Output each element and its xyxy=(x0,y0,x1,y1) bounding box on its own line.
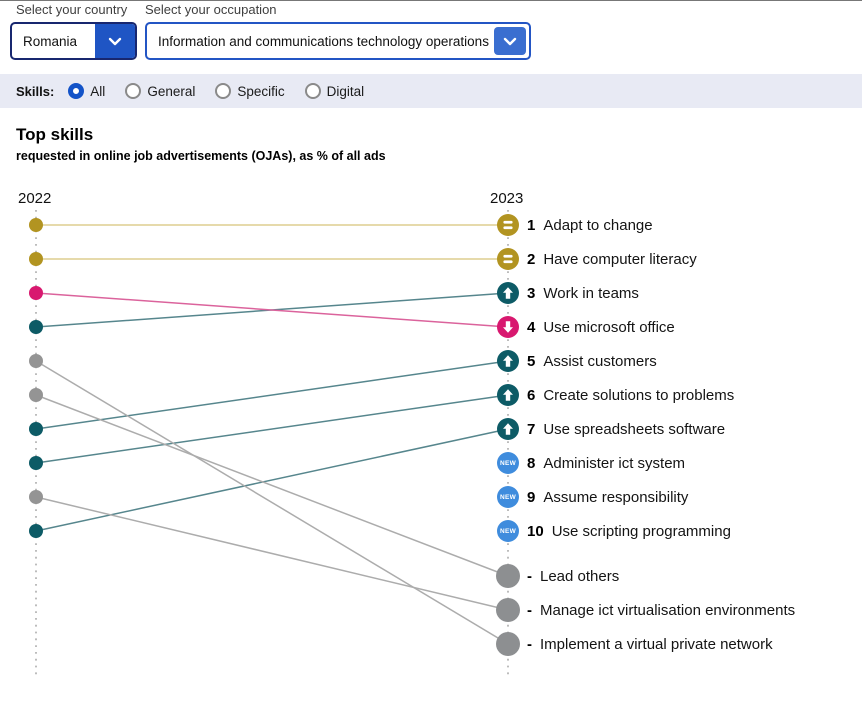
radio-label: Specific xyxy=(237,83,285,99)
skill-row: 1 Adapt to change xyxy=(496,213,653,237)
skill-row: NEW 10 Use scripting programming xyxy=(496,519,731,543)
radio-label: General xyxy=(147,83,196,99)
skill-row: 3 Work in teams xyxy=(496,281,639,305)
skills-radio-all[interactable]: All xyxy=(68,83,105,99)
radio-icon[interactable] xyxy=(215,83,232,99)
left-rank-dot[interactable] xyxy=(29,422,43,436)
skills-filter-bar: Skills: All General Specific Digital xyxy=(0,74,862,108)
left-rank-dot[interactable] xyxy=(29,320,43,334)
page-subtitle: requested in online job advertisements (… xyxy=(16,149,386,163)
rank-number: - xyxy=(527,567,532,585)
left-rank-dot[interactable] xyxy=(29,524,43,538)
trend-up-icon[interactable] xyxy=(497,282,519,304)
trend-up-icon[interactable] xyxy=(497,350,519,372)
skill-row: 2 Have computer literacy xyxy=(496,247,697,271)
left-rank-dot[interactable] xyxy=(29,218,43,232)
rank-number: 5 xyxy=(527,352,536,370)
skill-label: Lead others xyxy=(540,567,620,585)
dropped-skill-dot[interactable] xyxy=(496,598,520,622)
radio-icon[interactable] xyxy=(304,83,321,99)
rank-number: - xyxy=(527,601,532,619)
rank-number: 1 xyxy=(527,216,536,234)
skill-label: Implement a virtual private network xyxy=(540,635,773,653)
skill-row: - Lead others xyxy=(496,564,619,588)
skill-row: 5 Assist customers xyxy=(496,349,657,373)
skill-label: Work in teams xyxy=(543,284,639,302)
rank-number: 2 xyxy=(527,250,536,268)
skills-radio-digital[interactable]: Digital xyxy=(304,83,365,99)
skills-radio-general[interactable]: General xyxy=(125,83,195,99)
rank-number: 6 xyxy=(527,386,536,404)
slope-line xyxy=(35,428,509,532)
skill-label: Adapt to change xyxy=(543,216,653,234)
rank-number: 3 xyxy=(527,284,536,302)
skill-row: - Manage ict virtualisation environments xyxy=(496,598,795,622)
skill-label: Use spreadsheets software xyxy=(543,420,726,438)
skill-label: Use microsoft office xyxy=(543,318,675,336)
skill-row: 6 Create solutions to problems xyxy=(496,383,734,407)
skill-row: 4 Use microsoft office xyxy=(496,315,675,339)
slope-line xyxy=(35,360,509,430)
skill-label: Assist customers xyxy=(543,352,657,370)
left-rank-dot[interactable] xyxy=(29,286,43,300)
skill-row: NEW 9 Assume responsibility xyxy=(496,485,688,509)
skill-label: Use scripting programming xyxy=(551,522,731,540)
skill-row: - Implement a virtual private network xyxy=(496,632,773,656)
slope-line xyxy=(35,394,509,577)
country-select-label: Select your country xyxy=(16,2,128,17)
skill-label: Administer ict system xyxy=(543,454,686,472)
new-badge[interactable]: NEW xyxy=(497,520,519,542)
slope-line xyxy=(35,496,509,611)
skill-label: Have computer literacy xyxy=(543,250,697,268)
occupation-select[interactable]: Information and communications technolog… xyxy=(145,22,531,60)
skill-label: Assume responsibility xyxy=(543,488,689,506)
slope-line xyxy=(35,394,509,464)
dropped-skill-dot[interactable] xyxy=(496,632,520,656)
dropped-skill-dot[interactable] xyxy=(496,564,520,588)
trend-same-icon[interactable] xyxy=(497,248,519,270)
radio-icon[interactable] xyxy=(125,83,142,99)
skill-label: Manage ict virtualisation environments xyxy=(540,601,796,619)
left-rank-dot[interactable] xyxy=(29,388,43,402)
trend-same-icon[interactable] xyxy=(497,214,519,236)
trend-down-icon[interactable] xyxy=(497,316,519,338)
rank-number: - xyxy=(527,635,532,653)
skill-label: Create solutions to problems xyxy=(543,386,735,404)
rank-number: 4 xyxy=(527,318,536,336)
chevron-down-icon[interactable] xyxy=(95,24,135,58)
year-label-2023: 2023 xyxy=(490,190,524,207)
trend-up-icon[interactable] xyxy=(497,418,519,440)
new-badge[interactable]: NEW xyxy=(497,486,519,508)
skills-radio-specific[interactable]: Specific xyxy=(215,83,285,99)
trend-up-icon[interactable] xyxy=(497,384,519,406)
radio-icon[interactable] xyxy=(68,83,85,99)
left-rank-dot[interactable] xyxy=(29,252,43,266)
left-rank-dot[interactable] xyxy=(29,490,43,504)
rank-number: 10 xyxy=(527,522,544,540)
left-rank-dot[interactable] xyxy=(29,456,43,470)
chevron-down-icon[interactable] xyxy=(494,27,526,55)
rank-number: 8 xyxy=(527,454,536,472)
country-select[interactable]: Romania xyxy=(10,22,137,60)
rank-number: 7 xyxy=(527,420,536,438)
new-badge[interactable]: NEW xyxy=(497,452,519,474)
rank-number: 9 xyxy=(527,488,536,506)
radio-label: Digital xyxy=(326,83,365,99)
slope-line xyxy=(35,360,509,645)
page-title: Top skills xyxy=(16,125,94,144)
left-rank-dot[interactable] xyxy=(29,354,43,368)
country-select-value: Romania xyxy=(23,33,78,49)
slope-line xyxy=(35,292,509,328)
skill-row: NEW 8 Administer ict system xyxy=(496,451,685,475)
skill-row: 7 Use spreadsheets software xyxy=(496,417,725,441)
skills-filter-label: Skills: xyxy=(16,83,55,99)
year-label-2022: 2022 xyxy=(18,190,52,207)
radio-label: All xyxy=(90,83,106,99)
occupation-select-value: Information and communications technolog… xyxy=(158,33,491,49)
occupation-select-label: Select your occupation xyxy=(145,2,277,17)
